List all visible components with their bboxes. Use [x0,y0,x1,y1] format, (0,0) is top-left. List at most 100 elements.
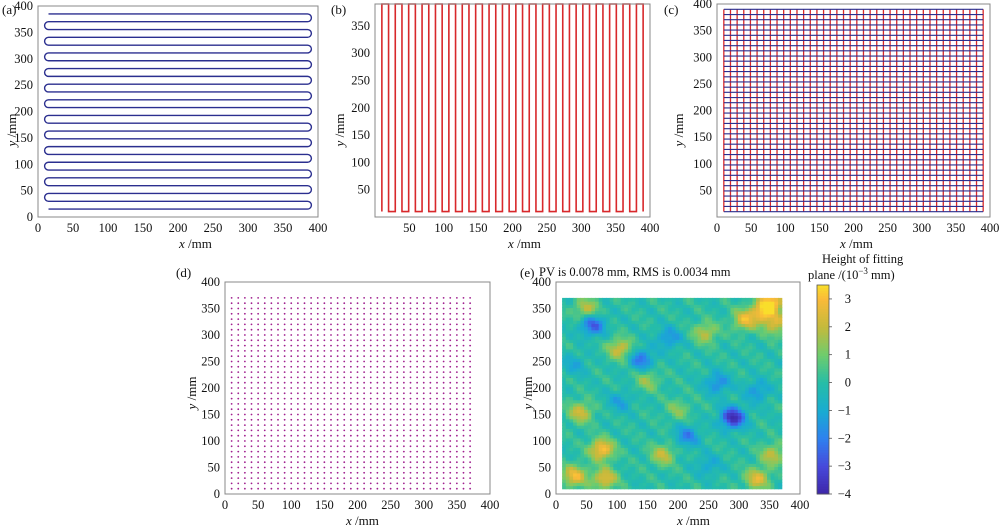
grid-point [383,323,385,326]
grid-point [356,344,359,347]
heatmap-cell [759,396,764,401]
heatmap-cell [719,377,724,382]
heatmap-cell [576,367,581,372]
grid-point [442,323,445,326]
grid-point [283,434,286,437]
heatmap-cell [690,329,695,334]
grid-point [396,334,399,336]
heatmap-cell [569,301,574,305]
heatmap-cell [693,364,699,369]
grid-point [316,344,319,347]
heatmap-cell [569,472,574,477]
heatmap-cell [573,313,578,318]
heatmap-cell [624,310,629,315]
heatmap-cell [668,460,673,464]
heatmap-cell [708,313,713,318]
grid-point [277,477,279,479]
heatmap-cell [595,441,600,445]
grid-point [376,328,379,331]
heatmap-cell [671,428,677,433]
heatmap-cell [638,460,644,464]
heatmap-cell [660,386,666,391]
heatmap-cell [770,329,775,334]
heatmap-cell [693,336,699,340]
heatmap-cell [646,345,651,350]
heatmap-cell [598,453,603,458]
heatmap-cell [697,316,702,321]
grid-point [316,328,319,331]
heatmap-cell [609,412,614,417]
heatmap-cell [635,437,640,442]
grid-point [442,328,445,331]
heatmap-cell [708,345,713,350]
heatmap-cell [763,339,768,344]
heatmap-cell [627,374,633,378]
heatmap-cell [657,345,662,350]
grid-point [422,424,425,426]
grid-point [336,440,339,442]
heatmap-cell [723,390,728,394]
grid-point [336,318,339,320]
heatmap-cell [631,453,636,458]
heatmap-cell [770,383,775,388]
heatmap-cell [756,463,761,468]
heatmap-cell [715,326,721,331]
heatmap-cell [719,320,724,324]
heatmap-cell [642,377,647,382]
heatmap-cell [609,479,614,483]
heatmap-cell [715,415,721,420]
heatmap-cell [646,406,651,410]
heatmap-cell [704,342,710,347]
heatmap-cell [657,383,662,388]
heatmap-cell [671,326,677,331]
heatmap-cell [587,409,592,413]
grid-point [270,424,273,426]
grid-point [296,477,299,479]
heatmap-cell [726,390,732,394]
heatmap-cell [767,355,772,359]
heatmap-cell [587,297,592,302]
heatmap-cell [598,390,603,394]
heatmap-cell [682,406,688,410]
grid-point [402,297,405,299]
grid-point [356,371,359,373]
heatmap-cell [774,453,779,458]
x-tick-label: 0 [553,498,559,512]
heatmap-cell [770,485,775,490]
heatmap-cell [587,437,592,442]
heatmap-cell [609,371,614,375]
heatmap-cell [693,297,699,302]
heatmap-cell [642,469,647,474]
heatmap-cell [595,409,600,413]
heatmap-cell [682,418,688,423]
heatmap-cell [598,472,603,477]
heatmap-cell [671,386,677,391]
heatmap-cell [609,313,614,318]
heatmap-cell [584,472,589,477]
heatmap-cell [719,406,724,410]
heatmap-cell [587,399,592,404]
heatmap-cell [693,479,699,483]
heatmap-cell [734,316,739,321]
heatmap-cell [767,351,772,356]
heatmap-cell [686,377,691,382]
heatmap-cell [726,409,732,413]
heatmap-cell [631,447,636,452]
heatmap-cell [660,399,666,404]
heatmap-cell [668,441,673,445]
grid-point [436,371,438,373]
heatmap-cell [682,332,688,337]
heatmap-cell [569,351,574,356]
y-axis-label-e: y /mm [520,377,535,412]
grid-point [396,392,399,395]
heatmap-cell [657,425,662,429]
heatmap-cell [602,485,607,490]
heatmap-cell [642,307,647,312]
grid-point [455,418,458,421]
heatmap-cell [719,479,724,483]
heatmap-cell [774,482,779,487]
grid-point [429,339,432,342]
heatmap-cell [734,339,739,344]
heatmap-cell [657,301,662,305]
heatmap-cell [591,374,596,378]
